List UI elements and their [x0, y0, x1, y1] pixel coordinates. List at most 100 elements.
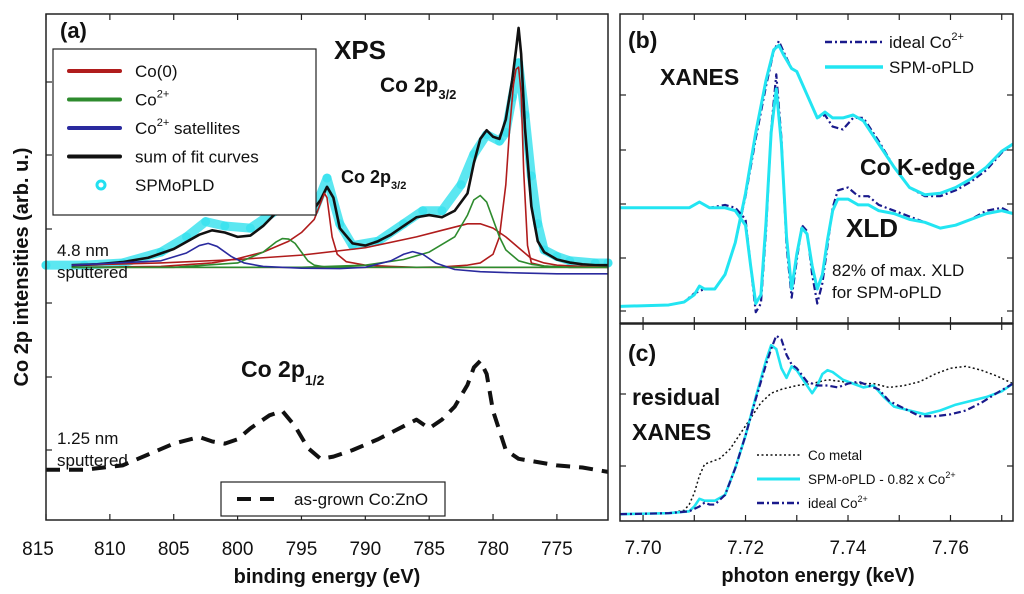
- residual-label: residual: [632, 384, 720, 410]
- co2p12-text: Co 2p: [241, 356, 305, 382]
- x-tick-label: 785: [413, 539, 445, 560]
- data-point-spmopld: [322, 173, 332, 183]
- panel-c-frame: [619, 323, 1014, 522]
- series-xanes-spm-opld: [620, 43, 1013, 308]
- co2p32-middle-text: Co 2p: [341, 167, 391, 187]
- co-k-edge-title: Co K-edge: [860, 154, 975, 180]
- legend-item-co-metal: Co metal: [757, 448, 862, 463]
- legend-label: SPM-oPLD - 0.82 x Co2+: [808, 470, 956, 487]
- panel-a-xtick-labels: 815 810 805 800 795 790 785 780 775: [22, 539, 573, 560]
- series-co-0-2p1-2: [71, 192, 608, 269]
- x-tick-label: 7.70: [625, 538, 662, 559]
- panel-a-xps: (a) XPS Co 2p3/2 Co 2p3/2 Co 2p1/2 4.8 n…: [11, 13, 613, 588]
- legend-label: sum of fit curves: [135, 148, 259, 167]
- legend-swatch: [95, 179, 107, 191]
- x-tick-label: 7.72: [727, 538, 764, 559]
- x-tick-label: 7.74: [830, 538, 867, 559]
- x-tick-label: 810: [94, 539, 126, 560]
- legend-label: Co2+ satellites: [135, 117, 240, 138]
- series-ideal-co2: [620, 334, 1013, 516]
- xanes-label: XANES: [660, 64, 739, 90]
- legend-item-co-0: Co(0): [67, 62, 178, 81]
- as-grown-legend-label: as-grown Co:ZnO: [294, 490, 428, 509]
- data-point-spmopld: [201, 217, 211, 227]
- panel-b-ticks: [620, 14, 1013, 323]
- series-spm-opld-0-82-x-co2: [620, 343, 1013, 516]
- data-point-spmopld: [418, 206, 428, 216]
- x-tick-label: 805: [158, 539, 190, 560]
- panel-c-residual-xanes: (c) residual XANES Co metal SPM-oPLD - 0.…: [619, 323, 1014, 587]
- xld-note-line1: 82% of max. XLD: [832, 261, 964, 280]
- legend-item-spm-opld: SPM-oPLD: [825, 58, 974, 77]
- series-spmopld-band: [41, 58, 613, 270]
- sample-lower-thickness: 1.25 nm: [57, 429, 118, 448]
- sample-lower-sputtered: sputtered: [57, 451, 128, 470]
- co2p12-sub: 1/2: [305, 372, 325, 388]
- as-grown-legend-box: [220, 481, 446, 517]
- legend-item-spm-opld-0-82-x-co2: SPM-oPLD - 0.82 x Co2+: [757, 470, 956, 487]
- panel-b-label: (b): [628, 27, 657, 53]
- panel-a-frame: [45, 13, 609, 521]
- series-xld-spm-opld-82: [620, 87, 1013, 305]
- residual-xanes-label: XANES: [632, 419, 711, 445]
- series-co2-2p3-2: [71, 194, 608, 269]
- series-co2-satellites: [71, 242, 608, 275]
- sample-upper-thickness: 4.8 nm: [57, 241, 109, 260]
- data-point-spmopld: [437, 206, 447, 216]
- legend-label: Co2+: [135, 89, 169, 110]
- xld-note-line2: for SPM-oPLD: [832, 283, 942, 302]
- legend-item-co2: Co2+: [67, 89, 169, 110]
- co2p32-upper-sub: 3/2: [438, 87, 456, 102]
- co2p32-upper-text: Co 2p: [380, 74, 438, 97]
- data-point-spmopld: [220, 221, 230, 231]
- series-co-metal: [620, 365, 1013, 515]
- x-tick-label: 775: [541, 539, 573, 560]
- panel-a-legend: Co(0) Co2+ Co2+ satellites sum of fit curve…: [52, 48, 317, 216]
- legend-label: SPMoPLD: [135, 176, 214, 195]
- co2p32-middle-sub: 3/2: [391, 180, 406, 192]
- panel-b-frame: [619, 13, 1014, 324]
- panel-b-legend: ideal Co2+ SPM-oPLD: [825, 31, 974, 77]
- panel-c-curves: [620, 334, 1013, 516]
- legend-item-ideal-co2: ideal Co2+: [757, 494, 868, 511]
- legend-label: ideal Co2+: [889, 31, 964, 52]
- legend-item-ideal-co2: ideal Co2+: [825, 31, 964, 52]
- x-tick-label: 815: [22, 539, 54, 560]
- as-grown-legend: as-grown Co:ZnO: [220, 481, 446, 517]
- sample-upper-sputtered: sputtered: [57, 263, 128, 282]
- x-tick-label: 780: [477, 539, 509, 560]
- x-tick-label: 790: [349, 539, 381, 560]
- legend-item-sum-of-fit-curves: sum of fit curves: [67, 148, 259, 167]
- series-as-grown-co-zno: [46, 358, 609, 474]
- xld-label: XLD: [846, 213, 898, 243]
- x-tick-label: 800: [222, 539, 254, 560]
- panel-a-label: (a): [60, 18, 87, 43]
- panel-c-label: (c): [628, 340, 656, 366]
- co2p32-middle-label: Co 2p3/2: [341, 167, 406, 192]
- panel-c-legend: Co metal SPM-oPLD - 0.82 x Co2+ ideal Co2+: [757, 448, 956, 511]
- co2p12-label: Co 2p1/2: [241, 356, 325, 388]
- legend-label: ideal Co2+: [808, 494, 868, 511]
- panel-a-ylabel: Co 2p intensities (arb. u.): [11, 148, 33, 387]
- panel-b-curves: [620, 39, 1013, 314]
- legend-label: Co metal: [808, 448, 862, 463]
- panel-c-ticks: [620, 324, 1013, 521]
- co2p32-upper-label: Co 2p3/2: [380, 74, 456, 102]
- panel-b-xanes-xld: (b) XANES Co K-edge XLD 82% of max. XLD …: [619, 13, 1014, 324]
- panel-a-xlabel: binding energy (eV): [234, 566, 421, 588]
- panel-c-xlabel: photon energy (keV): [721, 565, 914, 587]
- x-tick-label: 7.76: [932, 538, 969, 559]
- legend-item-spmopld: SPMoPLD: [95, 176, 214, 195]
- legend-item-co2-satellites: Co2+ satellites: [67, 117, 240, 138]
- series-sum-of-fit-curves: [71, 26, 608, 267]
- panel-c-xtick-labels: 7.70 7.72 7.74 7.76: [625, 538, 969, 559]
- data-point-spmopld: [245, 223, 255, 233]
- legend-label: Co(0): [135, 62, 178, 81]
- panel-a-curves: [41, 26, 613, 474]
- data-point-spmopld: [456, 180, 466, 190]
- series-co-0-broad: [71, 222, 609, 269]
- xps-title: XPS: [334, 35, 386, 65]
- panel-a-ticks: [45, 14, 558, 520]
- legend-label: SPM-oPLD: [889, 58, 974, 77]
